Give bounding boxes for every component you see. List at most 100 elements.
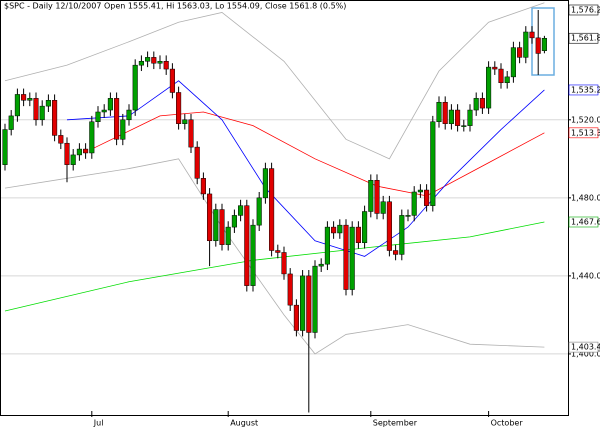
- candle-body: [76, 148, 82, 156]
- candle-body: [368, 180, 374, 212]
- candle-body: [14, 94, 20, 117]
- candle-body: [393, 250, 399, 255]
- candle-body: [374, 180, 380, 214]
- x-tick-label: September: [373, 419, 418, 428]
- candle-body: [461, 125, 467, 127]
- candle-body: [132, 64, 138, 111]
- x-tick-label: Jul: [93, 419, 104, 428]
- candle-body: [27, 98, 33, 101]
- candle-body: [337, 224, 343, 234]
- price-label-box: [568, 341, 599, 353]
- candle-body: [114, 98, 120, 140]
- candle-body: [287, 273, 293, 306]
- candle-body: [312, 265, 318, 333]
- candle-body: [52, 100, 58, 136]
- candle-body: [126, 109, 132, 121]
- candle-body: [213, 209, 219, 242]
- candle-body: [58, 135, 64, 144]
- indicator-line: [4, 221, 545, 312]
- price-label: 1,535.29: [571, 85, 600, 94]
- y-tick-label: 1,400.0: [571, 349, 600, 358]
- candle-body: [492, 66, 498, 70]
- candle-body: [281, 252, 287, 275]
- candle-body: [182, 119, 188, 124]
- candle-body: [399, 215, 405, 255]
- candle-body: [535, 37, 541, 54]
- candle-body: [541, 37, 547, 51]
- candle-body: [83, 148, 89, 154]
- price-label-box: [568, 216, 599, 228]
- candle-body: [405, 215, 411, 217]
- indicator-line: [91, 111, 545, 197]
- candle-body: [39, 105, 45, 121]
- candle-body: [238, 205, 244, 216]
- candle-body: [504, 76, 510, 83]
- candle-body: [275, 250, 281, 253]
- x-tick-label: October: [491, 419, 524, 428]
- candle-body: [64, 142, 70, 165]
- candle-body: [486, 66, 492, 109]
- candle-body: [95, 111, 101, 122]
- candle-body: [417, 189, 423, 193]
- candle-body: [467, 109, 473, 126]
- candle-body: [436, 101, 442, 122]
- price-label-box: [568, 4, 599, 16]
- candle-body: [523, 31, 529, 58]
- candle-body: [107, 98, 113, 111]
- candle-body: [188, 119, 194, 148]
- candle-body: [380, 201, 386, 214]
- candle-body: [262, 168, 268, 199]
- candle-body: [120, 119, 126, 140]
- candle-body: [318, 263, 324, 267]
- candle-body: [2, 129, 8, 165]
- candle-body: [70, 154, 76, 165]
- candle-body: [411, 191, 417, 216]
- x-tick-label: August: [230, 419, 258, 428]
- candle-body: [349, 226, 355, 290]
- y-tick-label: 1,480.0: [571, 193, 600, 202]
- candle-body: [300, 275, 306, 331]
- price-label-box: [568, 32, 599, 44]
- candle-body: [473, 98, 479, 111]
- candle-body: [33, 98, 39, 121]
- candle-body: [430, 121, 436, 206]
- candle-body: [225, 226, 231, 245]
- price-label: 1,513.32: [571, 128, 600, 137]
- candle-body: [219, 209, 225, 245]
- candle-body: [455, 109, 461, 126]
- chart-title: $SPC - Daily 12/10/2007 Open 1555.41, Hi…: [4, 2, 346, 11]
- candle-body: [207, 193, 213, 242]
- candle-body: [163, 61, 169, 70]
- candle-body: [145, 57, 151, 62]
- price-label-box: [568, 84, 599, 96]
- candle-body: [138, 61, 144, 66]
- candle-body: [151, 57, 157, 64]
- candle-body: [386, 201, 392, 251]
- candle-body: [8, 115, 14, 130]
- candle-body: [89, 121, 95, 154]
- candle-body: [448, 109, 454, 124]
- y-tick-label: 1,440.0: [571, 271, 600, 280]
- candle-body: [169, 68, 175, 93]
- candle-body: [517, 47, 523, 58]
- candle-body: [256, 197, 262, 226]
- candle-body: [21, 94, 27, 101]
- candle-body: [244, 205, 250, 286]
- candle-body: [355, 226, 361, 243]
- candle-body: [510, 47, 516, 78]
- candle-body: [269, 168, 275, 251]
- price-label: 1,561.8: [571, 34, 600, 43]
- candle-body: [362, 211, 368, 243]
- candle-body: [343, 224, 349, 290]
- candle-body: [157, 61, 163, 64]
- candle-body: [424, 189, 430, 206]
- indicator-line: [4, 2, 545, 160]
- candle-body: [442, 101, 448, 124]
- price-label-box: [568, 127, 599, 139]
- price-label: 1,403.49: [571, 343, 600, 352]
- candle-body: [176, 92, 182, 124]
- candle-body: [498, 68, 504, 83]
- y-tick-label: 1,520.0: [571, 115, 600, 124]
- candle-body: [231, 215, 237, 228]
